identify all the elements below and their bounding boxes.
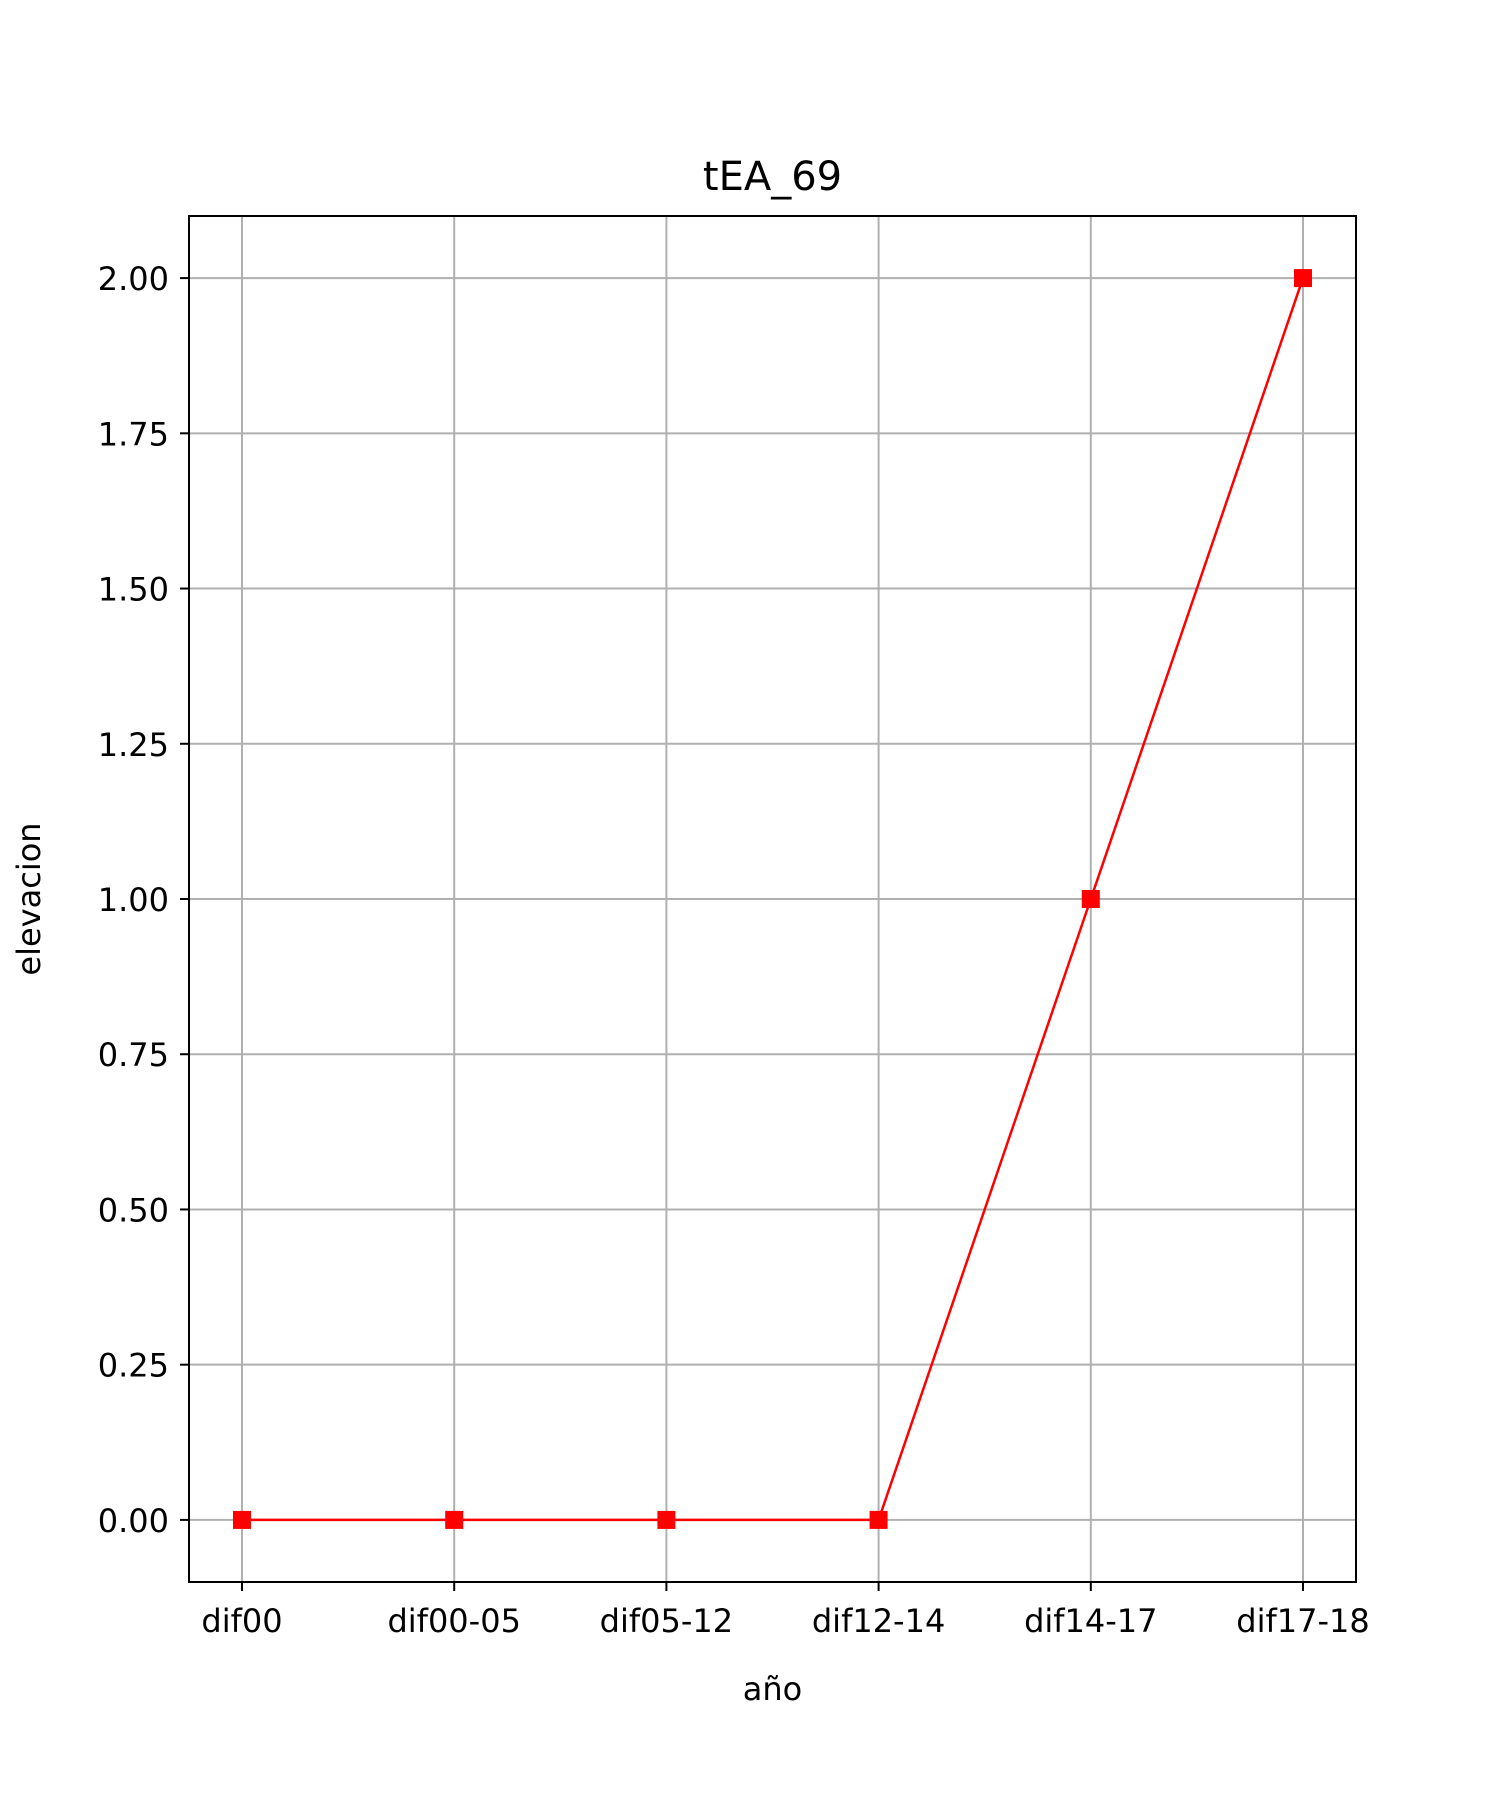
y-tick-label: 0.00 xyxy=(98,1502,169,1540)
data-point-marker xyxy=(233,1510,251,1529)
x-axis-label: año xyxy=(743,1670,802,1708)
y-tick-label: 2.00 xyxy=(98,260,169,298)
y-tick-label: 1.75 xyxy=(98,415,169,453)
y-tick-label: 1.50 xyxy=(98,571,169,609)
y-tick-label: 0.75 xyxy=(98,1036,169,1074)
x-tick-label: dif00 xyxy=(201,1602,282,1640)
y-tick-label: 0.25 xyxy=(98,1347,169,1385)
y-tick-label: 1.25 xyxy=(98,726,169,764)
chart-title: tEA_69 xyxy=(703,154,842,200)
data-point-marker xyxy=(445,1510,464,1529)
series-layer xyxy=(233,269,1312,1529)
data-point-marker xyxy=(657,1510,676,1529)
y-tick-label: 1.00 xyxy=(98,881,169,919)
data-point-marker xyxy=(1294,269,1312,288)
x-tick-label: dif17-18 xyxy=(1236,1602,1369,1640)
data-point-marker xyxy=(1081,890,1100,908)
x-tick-label: dif05-12 xyxy=(600,1602,733,1640)
ticks: 0.00 0.25 0.50 0.75 1.00 1.25 1.50 1.75 2.00 dif0… xyxy=(98,260,1370,1640)
y-axis-label: elevacion xyxy=(10,822,48,975)
x-tick-label: dif12-14 xyxy=(812,1602,945,1640)
x-tick-label: dif14-17 xyxy=(1024,1602,1157,1640)
data-point-marker xyxy=(869,1510,888,1529)
y-tick-label: 0.50 xyxy=(98,1191,169,1229)
x-tick-label: dif00-05 xyxy=(387,1602,520,1640)
series-line xyxy=(242,277,1305,1522)
